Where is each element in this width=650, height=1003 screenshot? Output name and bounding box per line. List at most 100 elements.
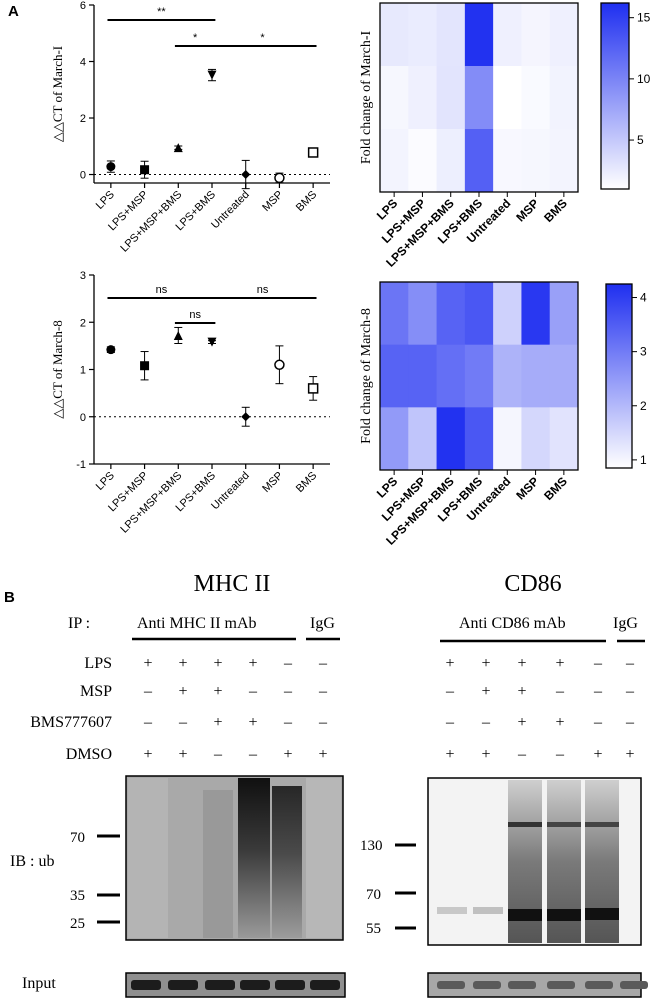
treatment-name: LPS — [84, 655, 112, 672]
blot-band — [437, 907, 467, 914]
treatment-sign: – — [283, 683, 293, 700]
input-band — [275, 980, 305, 990]
mw-marker-left-70: 70 — [70, 830, 85, 846]
y-tick-label: -1 — [76, 459, 86, 471]
treatment-sign: – — [143, 714, 153, 731]
colorbar — [605, 283, 633, 469]
treatment-sign: – — [445, 683, 455, 700]
data-point — [274, 359, 285, 371]
mw-marker-left-25: 25 — [70, 916, 85, 932]
treatment-sign: – — [248, 683, 258, 700]
blot-band — [547, 909, 581, 921]
input-bands — [131, 980, 648, 990]
treatment-sign: + — [318, 746, 327, 763]
input-label: Input — [22, 975, 56, 992]
ib-label: IB : ub — [10, 853, 54, 870]
colorbar-tick-label: 3 — [640, 345, 647, 359]
heatmap-cell — [493, 129, 522, 193]
heatmap-cell — [380, 407, 409, 471]
x-tick-label: MSP — [260, 189, 285, 214]
treatment-sign: + — [178, 655, 187, 672]
blot-title-cd86: CD86 — [504, 571, 561, 597]
scatter-plot-march-i: 0246LPSLPS+MSPLPS+MSP+BMSLPS+BMSUntreate… — [50, 0, 330, 255]
heatmap-cell — [464, 344, 494, 408]
input-band — [547, 981, 575, 989]
heatmap-cell — [549, 407, 579, 471]
heatmap-cell — [549, 129, 579, 193]
treatment-sign: – — [625, 655, 635, 672]
blot-band — [473, 907, 503, 914]
treatment-sign: – — [283, 655, 293, 672]
treatment-sign: + — [213, 683, 222, 700]
treatment-sign: – — [143, 683, 153, 700]
y-tick-label: 3 — [80, 270, 86, 282]
treatment-sign: + — [593, 746, 602, 763]
treatment-sign: + — [143, 746, 152, 763]
input-band — [310, 980, 340, 990]
heatmap-cell — [493, 282, 522, 346]
treatment-sign: – — [318, 683, 328, 700]
heatmap-cell — [380, 344, 409, 408]
data-point — [106, 345, 116, 355]
heatmap-cell — [521, 129, 551, 193]
treatment-sign: + — [213, 655, 222, 672]
treatment-sign: – — [248, 746, 258, 763]
treatment-table: LPS + + + + – – + + + + – – MSP – + + – – – – + + – – – BMS777607 –… — [30, 655, 635, 763]
treatment-sign: – — [283, 714, 293, 731]
blot-band — [585, 908, 619, 920]
panel-b-label: B — [4, 589, 15, 606]
heatmap-cell — [408, 344, 438, 408]
heatmap-cell — [436, 66, 466, 130]
y-tick-label: 2 — [80, 317, 86, 329]
heatmap-cell — [380, 129, 409, 193]
treatment-sign: – — [318, 714, 328, 731]
treatment-sign: + — [178, 683, 187, 700]
treatment-sign: – — [213, 746, 223, 763]
y-tick-label: 6 — [80, 0, 86, 12]
heatmap-cell — [464, 129, 494, 193]
treatment-sign: + — [481, 683, 490, 700]
significance-label: ** — [157, 6, 166, 18]
scatter-plot-march-8: -10123LPSLPS+MSPLPS+MSP+BMSLPS+BMSUntrea… — [50, 270, 330, 536]
significance-label: * — [260, 32, 265, 44]
heatmap-cell — [380, 66, 409, 130]
x-tick-label: BMS — [541, 196, 570, 225]
heatmap-cell — [408, 282, 438, 346]
treatment-sign: + — [555, 714, 564, 731]
y-axis-label: △△CT of March-I — [50, 46, 65, 142]
treatment-sign: + — [555, 655, 564, 672]
colorbar-tick-label: 2 — [640, 399, 647, 413]
significance-label: ns — [257, 284, 269, 296]
data-point — [173, 143, 183, 153]
y-tick-label: 0 — [80, 412, 86, 424]
heatmap-cell — [549, 3, 579, 67]
blot-smear — [272, 786, 302, 938]
blot-lane — [203, 790, 233, 938]
treatment-sign: + — [143, 655, 152, 672]
treatment-name: BMS777607 — [30, 714, 112, 731]
data-point — [207, 70, 217, 80]
y-axis-label: Fold change of March-I — [359, 30, 374, 164]
ip-control-left: IgG — [310, 615, 335, 632]
input-band — [240, 980, 270, 990]
mw-marker-left-35: 35 — [70, 888, 85, 904]
colorbar-tick-label: 10 — [637, 72, 650, 86]
heatmap-cell — [380, 282, 409, 346]
x-tick-label: BMS — [294, 189, 319, 214]
data-point — [106, 162, 116, 172]
heatmap-cell — [464, 282, 494, 346]
heatmap-cell — [464, 66, 494, 130]
treatment-sign: – — [318, 655, 328, 672]
data-point — [140, 165, 150, 175]
x-tick-label: LPS+MSP+BMS — [118, 470, 184, 536]
treatment-sign: – — [555, 746, 565, 763]
heatmap-cell — [436, 407, 466, 471]
heatmap-cell — [521, 344, 551, 408]
treatment-sign: + — [178, 746, 187, 763]
treatment-sign: – — [517, 746, 527, 763]
significance-label: * — [193, 32, 198, 44]
x-tick-label: MSP — [260, 470, 285, 495]
data-point — [207, 337, 217, 347]
heatmap-cell — [436, 282, 466, 346]
